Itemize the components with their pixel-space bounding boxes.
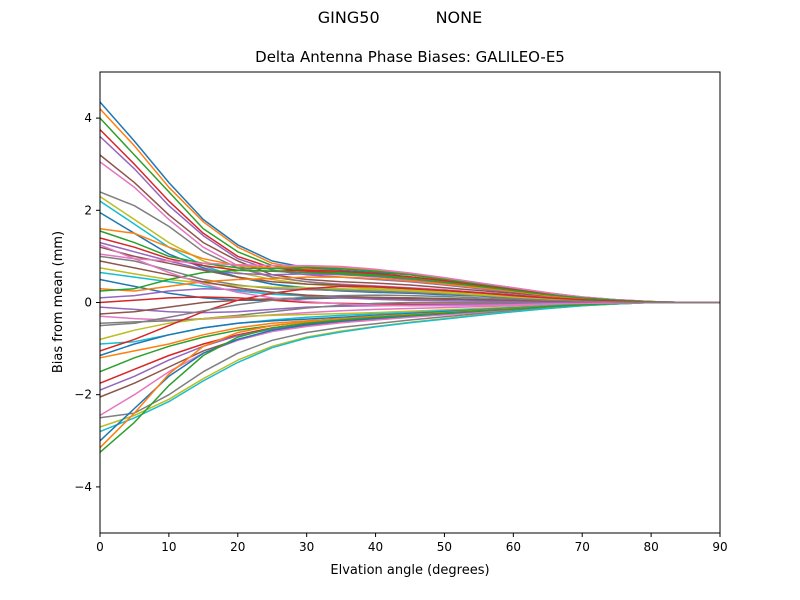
series-line-sat-43 — [99, 301, 720, 453]
x-axis-label: Elvation angle (degrees) — [330, 563, 489, 578]
x-tick-label: 70 — [575, 540, 590, 554]
x-tick-label: 90 — [712, 540, 727, 554]
series-line-sat-42 — [99, 301, 720, 449]
suptitle-right: NONE — [435, 8, 483, 27]
x-tick-label: 0 — [96, 540, 104, 554]
x-tick-label: 60 — [506, 540, 521, 554]
y-tick-label: −2 — [74, 388, 92, 402]
series-layer — [99, 101, 720, 453]
series-line-sat-47 — [99, 244, 720, 307]
y-tick-label: 0 — [84, 296, 92, 310]
series-line-sat-48 — [99, 294, 720, 327]
x-tick-label: 50 — [437, 540, 452, 554]
series-line-sat-44 — [99, 285, 720, 352]
y-axis-label: Bias from mean (mm) — [51, 231, 66, 373]
y-tick-label: 4 — [84, 111, 92, 125]
suptitle-left: GING50 — [317, 8, 380, 27]
chart-title: Delta Antenna Phase Biases: GALILEO-E5 — [255, 48, 565, 66]
y-tick-label: 2 — [84, 203, 92, 217]
x-tick-label: 40 — [368, 540, 383, 554]
figure-suptitle: GING50 NONE — [0, 8, 800, 27]
y-tick-label: −4 — [74, 480, 92, 494]
x-tick-label: 30 — [299, 540, 314, 554]
x-axis-ticks: 0 10 20 30 40 50 60 70 80 90 — [96, 533, 728, 554]
x-tick-label: 80 — [643, 540, 658, 554]
x-tick-label: 20 — [230, 540, 245, 554]
x-tick-label: 10 — [161, 540, 176, 554]
y-axis-ticks: −4 −2 0 2 4 — [74, 111, 100, 494]
series-line-sat-23 — [99, 269, 720, 304]
